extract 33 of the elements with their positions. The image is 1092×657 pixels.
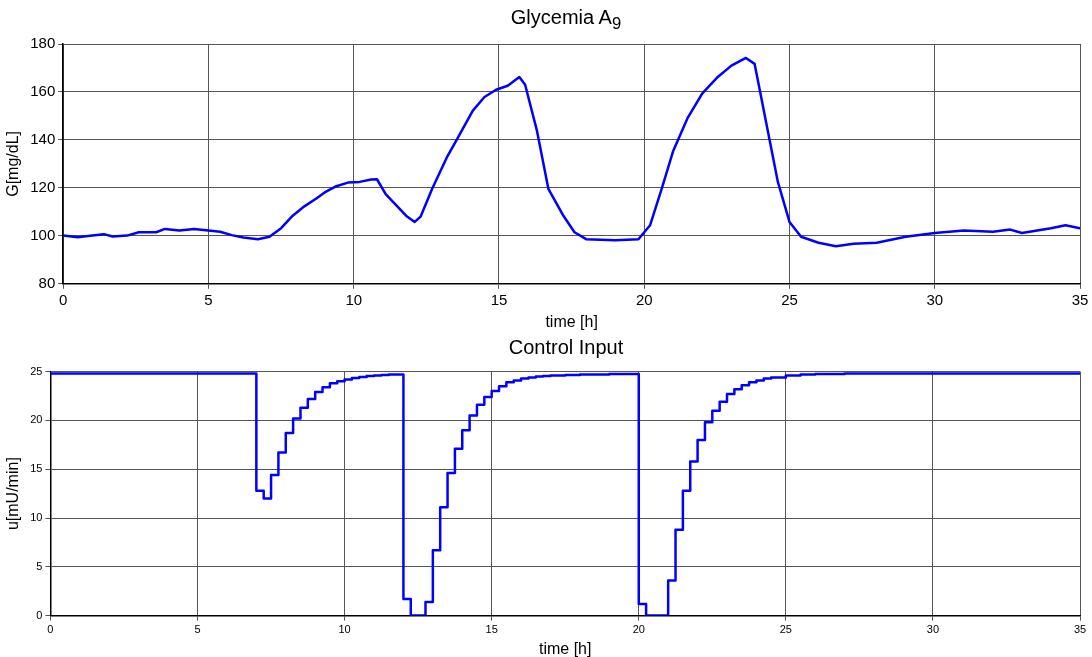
x-axis-title: time [h] — [545, 312, 598, 330]
y-tick-label: 120 — [30, 178, 56, 196]
x-tick-label: 10 — [345, 290, 363, 308]
x-tick-label: 15 — [485, 623, 498, 636]
y-tick-label: 20 — [30, 413, 43, 426]
chart-title: Control Input — [507, 335, 625, 360]
y-tick-label: 180 — [30, 34, 56, 52]
x-tick-label: 10 — [338, 623, 351, 636]
x-tick-label: 5 — [194, 623, 201, 636]
y-tick-label: 100 — [30, 225, 56, 243]
x-tick-label: 35 — [1071, 290, 1089, 308]
x-tick-label: 20 — [635, 290, 653, 308]
x-tick-label: 20 — [632, 623, 645, 636]
y-tick-label: 0 — [36, 608, 43, 621]
y-tick-label: 5 — [36, 559, 43, 572]
x-tick-label: 30 — [926, 290, 944, 308]
chart-title: Glycemia A$_{9}$ — [509, 5, 623, 33]
y-axis-title: u[mU/min] — [4, 457, 22, 531]
y-tick-label: 10 — [30, 511, 43, 524]
y-tick-label: 80 — [38, 273, 56, 291]
y-tick-label: 15 — [30, 462, 43, 475]
x-tick-label: 25 — [779, 623, 792, 636]
x-axis-title: time [h] — [538, 639, 592, 657]
x-tick-label: 30 — [926, 623, 940, 636]
y-tick-label: 140 — [30, 130, 56, 148]
y-axis-title: G[mg/dL] — [4, 130, 22, 197]
x-tick-label: 25 — [781, 290, 798, 308]
x-tick-label: 15 — [490, 290, 508, 308]
y-tick-label: 25 — [30, 364, 43, 377]
x-tick-label: 35 — [1073, 623, 1087, 636]
y-tick-label: 160 — [30, 82, 56, 100]
x-tick-label: 0 — [59, 290, 68, 308]
x-tick-label: 5 — [204, 290, 213, 308]
